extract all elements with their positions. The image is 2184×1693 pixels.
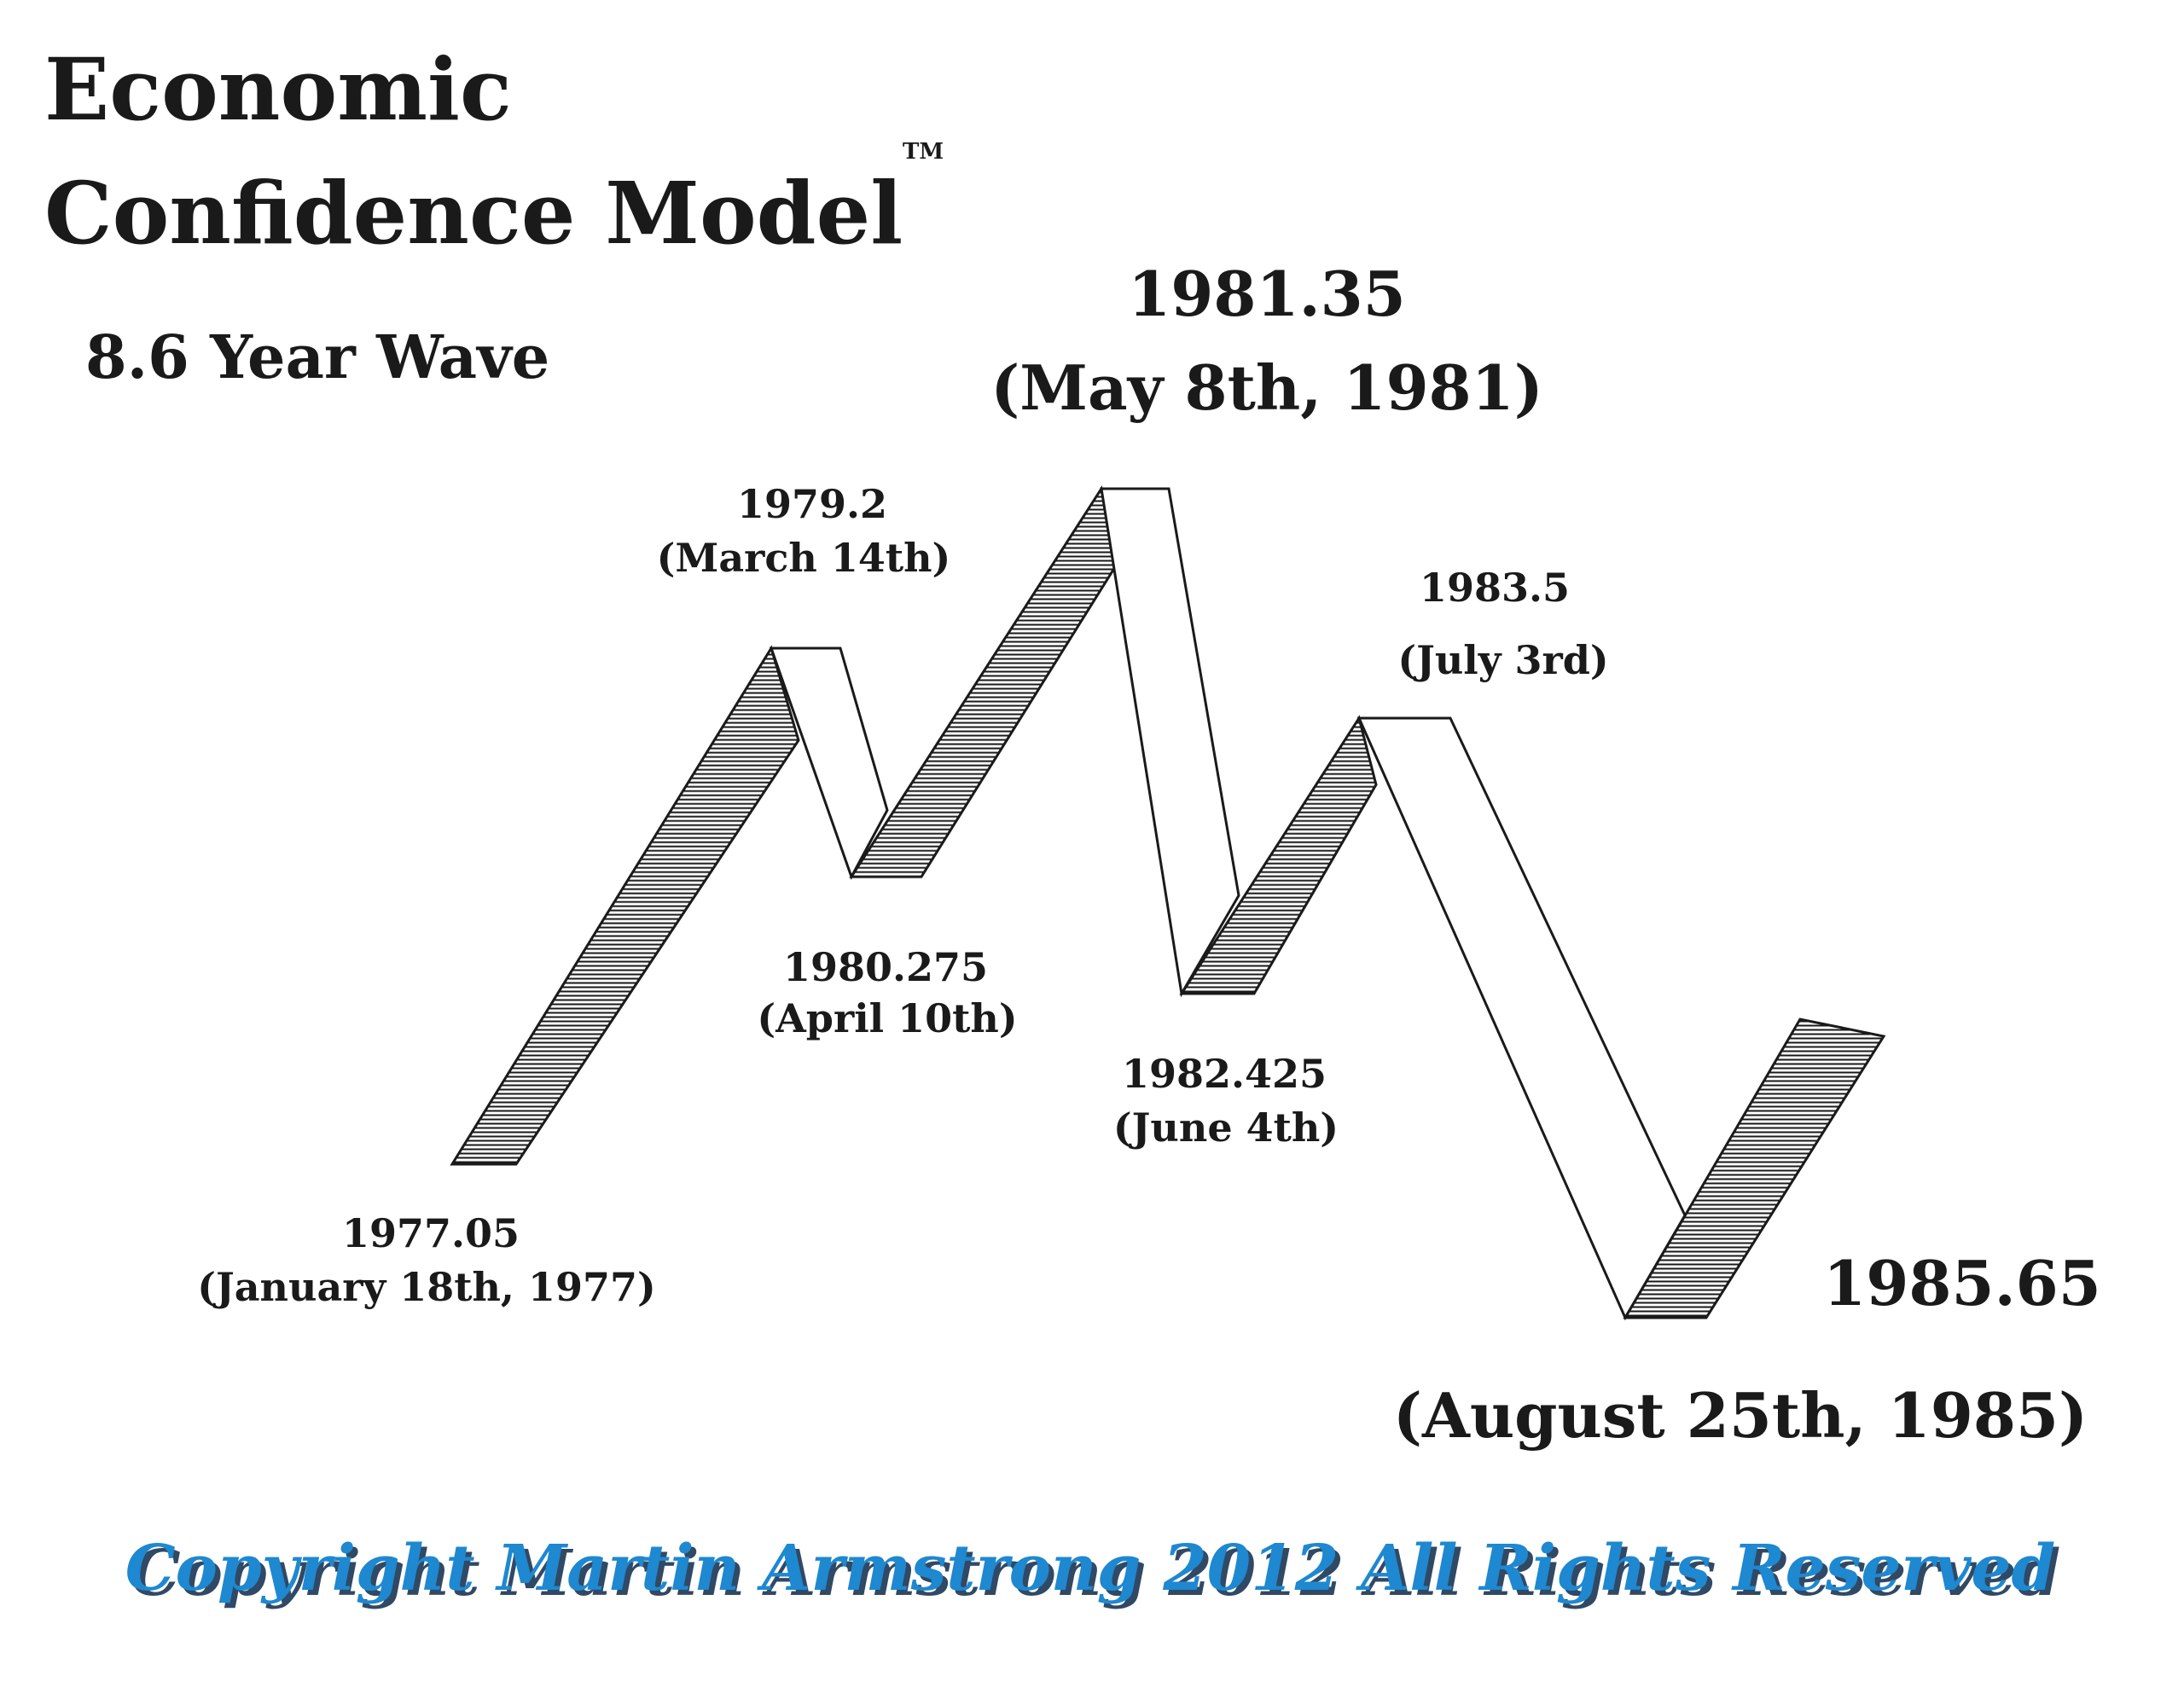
turning-point-1979-date: (March 14th) <box>657 535 951 581</box>
chart-title-line-1: Economic <box>44 39 512 140</box>
turning-point-1982-value: 1982.425 <box>1122 1051 1327 1097</box>
turning-point-1979-value: 1979.2 <box>737 481 887 527</box>
wave-segment-rise-4 <box>1623 1018 1886 1319</box>
turning-point-1985-value: 1985.65 <box>1823 1247 2101 1319</box>
copyright-notice: Copyright Martin Armstrong 2012 All Righ… <box>125 1532 2056 1605</box>
turning-point-1983-date: (July 3rd) <box>1397 637 1608 683</box>
turning-point-1981-date: (May 8th, 1981) <box>990 351 1543 424</box>
wave-segment-fall-3 <box>1356 716 1687 1321</box>
turning-point-1983: 1983.5 (July 3rd) <box>1397 565 1608 683</box>
turning-point-1977-date: (January 18th, 1977) <box>197 1264 656 1310</box>
turning-point-1977: 1977.05 (January 18th, 1977) <box>197 1210 656 1310</box>
wave-ribbon <box>450 485 1886 1321</box>
wave-segment-rise-1 <box>450 645 800 1166</box>
wave-segment-rise-3 <box>1179 715 1378 995</box>
turning-point-1980-date: (April 10th) <box>757 995 1017 1041</box>
turning-point-1985: 1985.65 (August 25th, 1985) <box>1393 1247 2101 1452</box>
turning-point-1982-date: (June 4th) <box>1113 1105 1339 1151</box>
turning-point-1979: 1979.2 (March 14th) <box>657 481 951 581</box>
turning-point-1982: 1982.425 (June 4th) <box>1113 1051 1339 1151</box>
trademark-mark: TM <box>903 139 944 165</box>
copyright-shadow: Copyright Martin Armstrong 2012 All Righ… <box>131 1537 2061 1610</box>
turning-point-1983-value: 1983.5 <box>1420 565 1570 611</box>
chart-subtitle: 8.6 Year Wave <box>85 322 549 392</box>
wave-segment-fall-1 <box>769 646 889 880</box>
turning-point-1980: 1980.275 (April 10th) <box>757 944 1017 1041</box>
turning-point-1981: 1981.35 (May 8th, 1981) <box>990 258 1543 424</box>
wave-segment-fall-2 <box>1100 487 1240 998</box>
turning-point-1985-date: (August 25th, 1985) <box>1393 1379 2088 1452</box>
turning-point-1980-value: 1980.275 <box>783 944 988 990</box>
turning-point-1981-value: 1981.35 <box>1128 258 1406 330</box>
chart-title-line-2: Confidence Model <box>44 163 903 264</box>
turning-point-1977-value: 1977.05 <box>342 1210 520 1256</box>
